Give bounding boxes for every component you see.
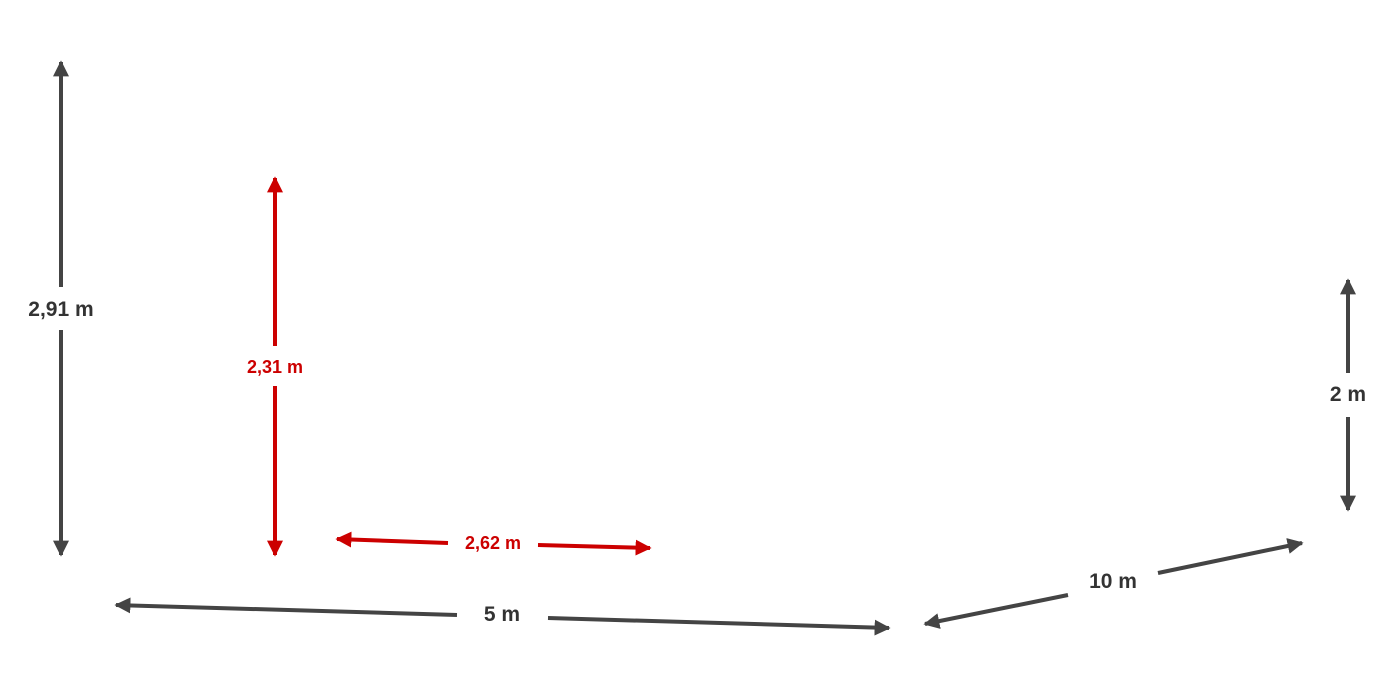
door-height-label: 2,31 m bbox=[247, 357, 303, 377]
side-depth-arrow-left bbox=[923, 593, 1069, 629]
front-width-arrow-right bbox=[547, 616, 891, 636]
front-width-arrow-left bbox=[114, 597, 458, 617]
door-width-arrow-right bbox=[537, 539, 652, 556]
side-depth-dimension: 10 m bbox=[923, 538, 1304, 629]
side-depth-label: 10 m bbox=[1089, 570, 1137, 593]
front-width-dimension: 5 m bbox=[114, 597, 891, 636]
door-width-label: 2,62 m bbox=[465, 533, 521, 553]
door-height-dimension: 2,31 m bbox=[247, 176, 303, 557]
rear-height-dimension: 2 m bbox=[1330, 278, 1366, 512]
side-depth-arrow-right bbox=[1157, 538, 1304, 575]
wall-height-dimension: 2,91 m bbox=[28, 60, 94, 557]
wall-height-label: 2,91 m bbox=[28, 298, 93, 321]
front-width-label: 5 m bbox=[484, 603, 520, 626]
rear-height-label: 2 m bbox=[1330, 383, 1366, 406]
door-width-dimension: 2,62 m bbox=[335, 531, 652, 556]
door-width-arrow-left bbox=[335, 531, 449, 548]
